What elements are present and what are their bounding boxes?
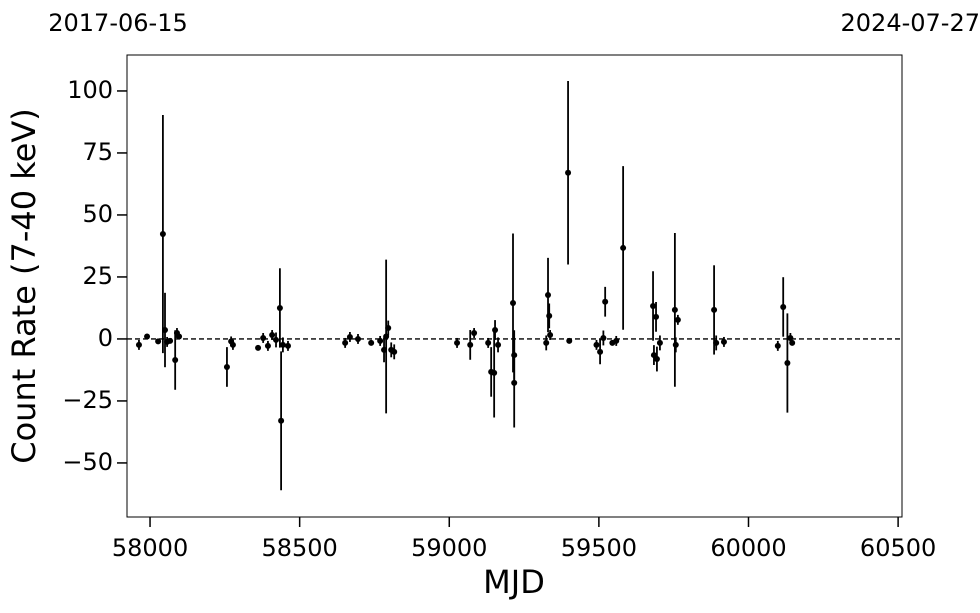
y-tick-label: 25 (82, 262, 113, 290)
data-point (159, 231, 166, 238)
data-point (511, 379, 518, 386)
y-tick-label: 50 (82, 200, 113, 228)
data-point (454, 339, 461, 346)
data-point (144, 333, 151, 340)
data-point (273, 336, 280, 343)
data-point (342, 339, 349, 346)
x-tick-label: 59500 (561, 534, 637, 562)
data-point (377, 337, 384, 344)
x-tick-label: 60000 (710, 534, 786, 562)
data-point (485, 339, 492, 346)
start-date: 2017-06-15 (48, 9, 187, 37)
data-point (255, 344, 262, 351)
x-tick-label: 58500 (261, 534, 337, 562)
y-tick-label: −25 (62, 386, 113, 414)
x-tick-label: 58000 (112, 534, 188, 562)
data-point (368, 339, 375, 346)
data-point (467, 341, 474, 348)
data-point (656, 339, 663, 346)
data-point (491, 369, 498, 376)
x-axis-label: MJD (483, 563, 545, 601)
data-point (672, 341, 679, 348)
data-point (653, 313, 660, 320)
data-point (650, 302, 657, 309)
data-point (780, 303, 787, 310)
data-point (613, 337, 620, 344)
data-point (223, 363, 230, 370)
data-point (789, 339, 796, 346)
data-point (135, 341, 142, 348)
data-point (602, 298, 609, 305)
data-point (355, 335, 362, 342)
y-axis-label: Count Rate (7-40 keV) (5, 108, 43, 463)
data-point (713, 339, 720, 346)
data-point (600, 334, 607, 341)
data-point (167, 337, 174, 344)
data-point (671, 306, 678, 313)
data-point (720, 338, 727, 345)
data-point (543, 339, 550, 346)
data-point (172, 357, 179, 364)
data-point (565, 169, 572, 176)
data-point (260, 334, 267, 341)
data-point (385, 325, 392, 332)
data-point (495, 341, 502, 348)
data-point (176, 333, 183, 340)
data-point (593, 341, 600, 348)
data-point (566, 337, 573, 344)
y-tick-label: 100 (67, 76, 113, 104)
data-point (547, 331, 554, 338)
data-point (278, 417, 285, 424)
y-tick-label: 75 (82, 138, 113, 166)
data-point (711, 306, 718, 313)
data-point (391, 348, 398, 355)
data-point (346, 333, 353, 340)
x-tick-label: 60500 (860, 534, 936, 562)
data-point (279, 341, 286, 348)
data-point (155, 338, 162, 345)
data-point (264, 342, 271, 349)
data-point (597, 348, 604, 355)
end-date: 2024-07-27 (841, 9, 980, 37)
data-point (674, 316, 681, 323)
data-point (471, 329, 478, 336)
y-tick-label: −50 (62, 448, 113, 476)
data-point (784, 360, 791, 366)
data-point (269, 331, 276, 338)
data-point (510, 299, 517, 306)
data-point (546, 312, 553, 319)
data-point (653, 356, 660, 363)
data-point (787, 334, 794, 341)
data-point (492, 327, 499, 334)
data-point (229, 341, 236, 348)
y-tick-label: 0 (98, 324, 113, 352)
data-point (284, 342, 291, 349)
plot-frame (126, 54, 903, 518)
data-point (545, 292, 552, 299)
data-point (620, 244, 627, 251)
x-tick-label: 59000 (411, 534, 487, 562)
data-point (162, 327, 169, 334)
data-point (774, 342, 781, 349)
data-point (276, 304, 283, 311)
